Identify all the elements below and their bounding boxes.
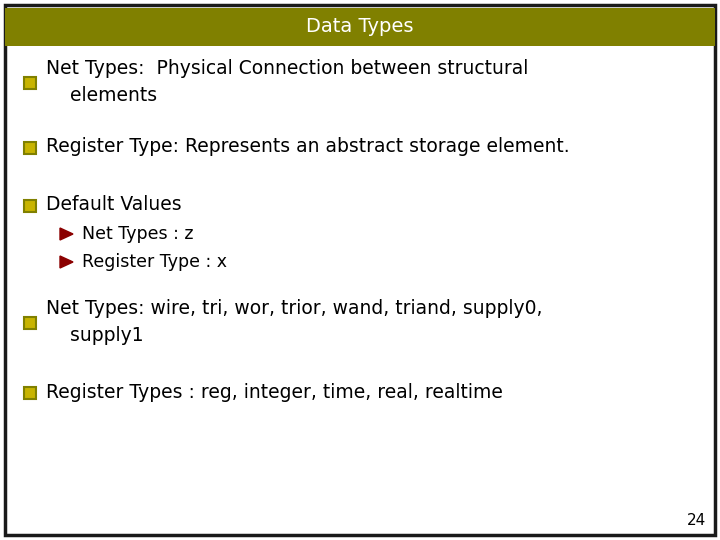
Polygon shape: [60, 228, 73, 240]
Text: Net Types: wire, tri, wor, trior, wand, triand, supply0,
    supply1: Net Types: wire, tri, wor, trior, wand, …: [46, 299, 542, 345]
Text: Register Type : x: Register Type : x: [82, 253, 227, 271]
Bar: [24, 142, 36, 154]
Bar: [24, 317, 36, 329]
Text: Register Types : reg, integer, time, real, realtime: Register Types : reg, integer, time, rea…: [46, 382, 503, 402]
Text: 24: 24: [687, 513, 706, 528]
Bar: [5, 8, 715, 46]
Bar: [24, 387, 36, 399]
Text: Net Types:  Physical Connection between structural
    elements: Net Types: Physical Connection between s…: [46, 59, 528, 105]
Text: Data Types: Data Types: [306, 17, 414, 37]
Polygon shape: [60, 256, 73, 268]
Bar: [24, 77, 36, 89]
Bar: [24, 200, 36, 212]
Text: Net Types : z: Net Types : z: [82, 225, 194, 243]
Text: Register Type: Represents an abstract storage element.: Register Type: Represents an abstract st…: [46, 138, 570, 157]
Text: Default Values: Default Values: [46, 195, 181, 214]
